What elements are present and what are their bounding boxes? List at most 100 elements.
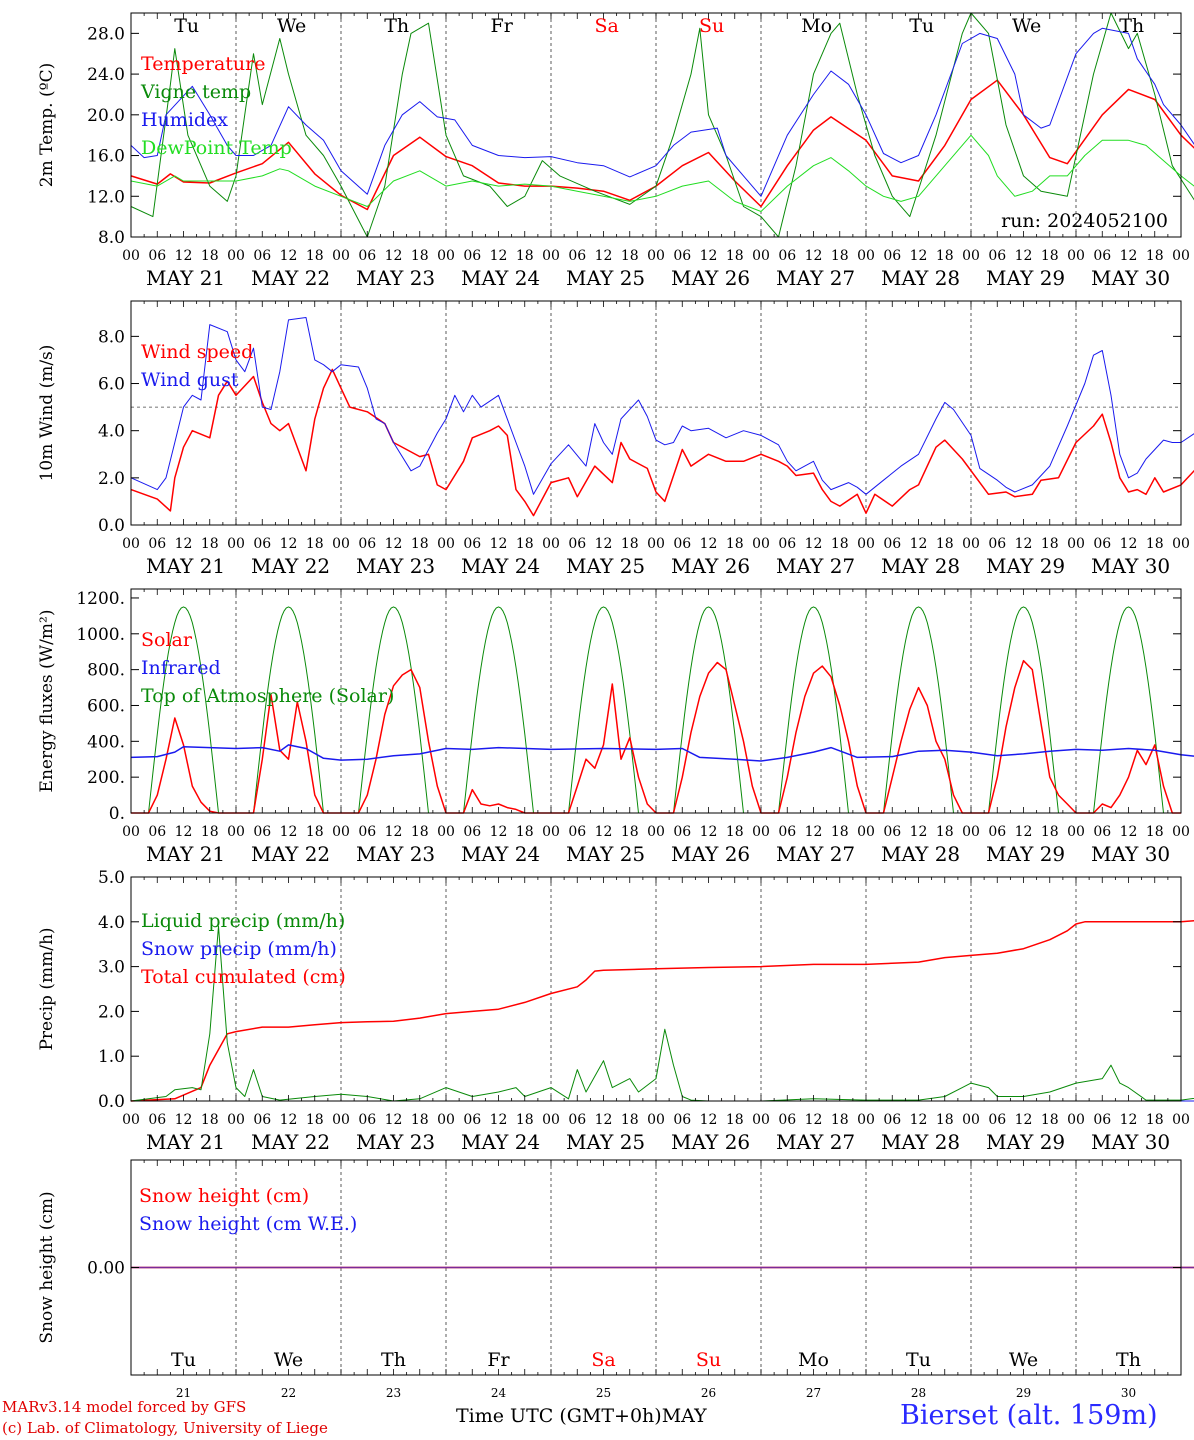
hour-tick-label: 00 [752, 1112, 770, 1128]
hour-tick-label: 06 [1093, 536, 1111, 552]
hour-tick-label: 18 [516, 248, 534, 264]
hour-tick-label: 18 [936, 824, 954, 840]
hour-tick-label: 12 [595, 824, 613, 840]
date-label: MAY 24 [461, 842, 540, 866]
weekday-label: Tu [174, 15, 199, 37]
hour-tick-label: 18 [726, 248, 744, 264]
day-number-label: 26 [701, 1386, 716, 1400]
y-tick-label: 1200. [76, 589, 125, 609]
hour-tick-label: 00 [332, 536, 350, 552]
hour-tick-label: 12 [910, 536, 928, 552]
hour-tick-label: 06 [148, 536, 166, 552]
legend-entry: Snow height (cm W.E.) [139, 1213, 357, 1235]
hour-tick-label: 18 [1146, 536, 1164, 552]
hour-tick-label: 06 [778, 536, 796, 552]
hour-tick-label: 12 [385, 824, 403, 840]
hour-tick-label: 06 [148, 248, 166, 264]
hour-tick-label: 00 [1067, 536, 1085, 552]
legend-entry: Solar [141, 629, 193, 651]
hour-tick-label: 00 [122, 248, 140, 264]
date-label: MAY 24 [461, 554, 540, 578]
hour-tick-label: 18 [411, 536, 429, 552]
hour-tick-label: 18 [1041, 1112, 1059, 1128]
day-number-label: 23 [386, 1386, 401, 1400]
y-tick-label: 800. [87, 661, 125, 681]
hour-tick-label: 06 [778, 1112, 796, 1128]
hour-tick-label: 12 [385, 248, 403, 264]
hour-tick-label: 00 [227, 1112, 245, 1128]
hour-tick-label: 06 [463, 536, 481, 552]
hour-tick-label: 00 [332, 1112, 350, 1128]
hour-tick-label: 12 [700, 248, 718, 264]
hour-tick-label: 18 [516, 536, 534, 552]
hour-tick-label: 06 [568, 536, 586, 552]
day-number-label: 25 [596, 1386, 611, 1400]
hour-tick-label: 00 [122, 1112, 140, 1128]
legend-entry: Snow height (cm) [139, 1185, 309, 1207]
y-tick-label: 0.0 [98, 1092, 125, 1112]
hour-tick-label: 00 [857, 824, 875, 840]
hour-tick-label: 18 [306, 248, 324, 264]
date-label: MAY 22 [251, 1130, 330, 1154]
hour-tick-label: 00 [1172, 824, 1190, 840]
date-label: MAY 28 [881, 842, 960, 866]
day-number-label: 27 [806, 1386, 821, 1400]
hour-tick-label: 18 [516, 1112, 534, 1128]
hour-tick-label: 12 [910, 824, 928, 840]
legend-entry: Snow precip (mm/h) [141, 938, 337, 960]
panel-precip: 0.0 1.0 2.0 3.0 4.0 5.0 Precip (mm/h) Liquid pr… [37, 868, 1194, 1154]
legend-entry: DewPoint Temp [141, 137, 292, 159]
date-label: MAY 29 [986, 266, 1065, 290]
day-number-label: 29 [1016, 1386, 1031, 1400]
date-label: MAY 25 [566, 554, 645, 578]
date-label: MAY 23 [356, 842, 435, 866]
hour-tick-label: 18 [936, 1112, 954, 1128]
series-line [131, 659, 1181, 814]
y-tick-label: 0.0 [98, 516, 125, 536]
y-axis-label: 10m Wind (m/s) [37, 345, 57, 482]
legend-entry: Liquid precip (mm/h) [141, 910, 345, 932]
hour-tick-label: 06 [358, 536, 376, 552]
day-number-label: 28 [911, 1386, 926, 1400]
date-label: MAY 26 [671, 266, 750, 290]
hour-tick-label: 00 [1172, 536, 1190, 552]
hour-tick-label: 18 [726, 1112, 744, 1128]
weekday-label: Th [381, 1349, 406, 1371]
hour-tick-label: 18 [621, 536, 639, 552]
y-tick-label: 8.0 [98, 327, 125, 347]
y-tick-label: 28.0 [87, 24, 125, 44]
hour-tick-label: 06 [253, 824, 271, 840]
hour-tick-label: 12 [700, 1112, 718, 1128]
hour-tick-label: 00 [647, 536, 665, 552]
hour-tick-label: 12 [595, 536, 613, 552]
day-number-label: 22 [281, 1386, 296, 1400]
weekday-label: We [1012, 15, 1041, 37]
run-label: run: 2024052100 [1001, 210, 1168, 232]
hour-tick-label: 18 [726, 824, 744, 840]
y-tick-label: 2.0 [98, 469, 125, 489]
y-axis-label: Snow height (cm) [37, 1191, 57, 1343]
hour-tick-label: 00 [1172, 248, 1190, 264]
station-label: Bierset (alt. 159m) [900, 1400, 1158, 1431]
y-tick-label: 0. [109, 804, 125, 824]
hour-tick-label: 18 [1041, 824, 1059, 840]
hour-tick-label: 00 [647, 248, 665, 264]
hour-tick-label: 18 [831, 248, 849, 264]
y-tick-label: 4.0 [98, 913, 125, 933]
series-line [130, 317, 1194, 495]
hour-tick-label: 06 [1093, 1112, 1111, 1128]
hour-tick-label: 06 [463, 1112, 481, 1128]
hour-tick-label: 18 [306, 824, 324, 840]
hour-tick-label: 12 [1120, 824, 1138, 840]
date-label: MAY 23 [356, 266, 435, 290]
hour-tick-label: 18 [936, 536, 954, 552]
hour-tick-label: 06 [253, 536, 271, 552]
hour-tick-label: 12 [595, 248, 613, 264]
date-label: MAY 26 [671, 842, 750, 866]
hour-tick-label: 00 [542, 248, 560, 264]
weekday-label: We [274, 1349, 303, 1371]
weekday-label: Su [696, 1349, 721, 1371]
hour-tick-label: 06 [883, 1112, 901, 1128]
hour-tick-label: 00 [647, 824, 665, 840]
hour-tick-label: 12 [280, 824, 298, 840]
